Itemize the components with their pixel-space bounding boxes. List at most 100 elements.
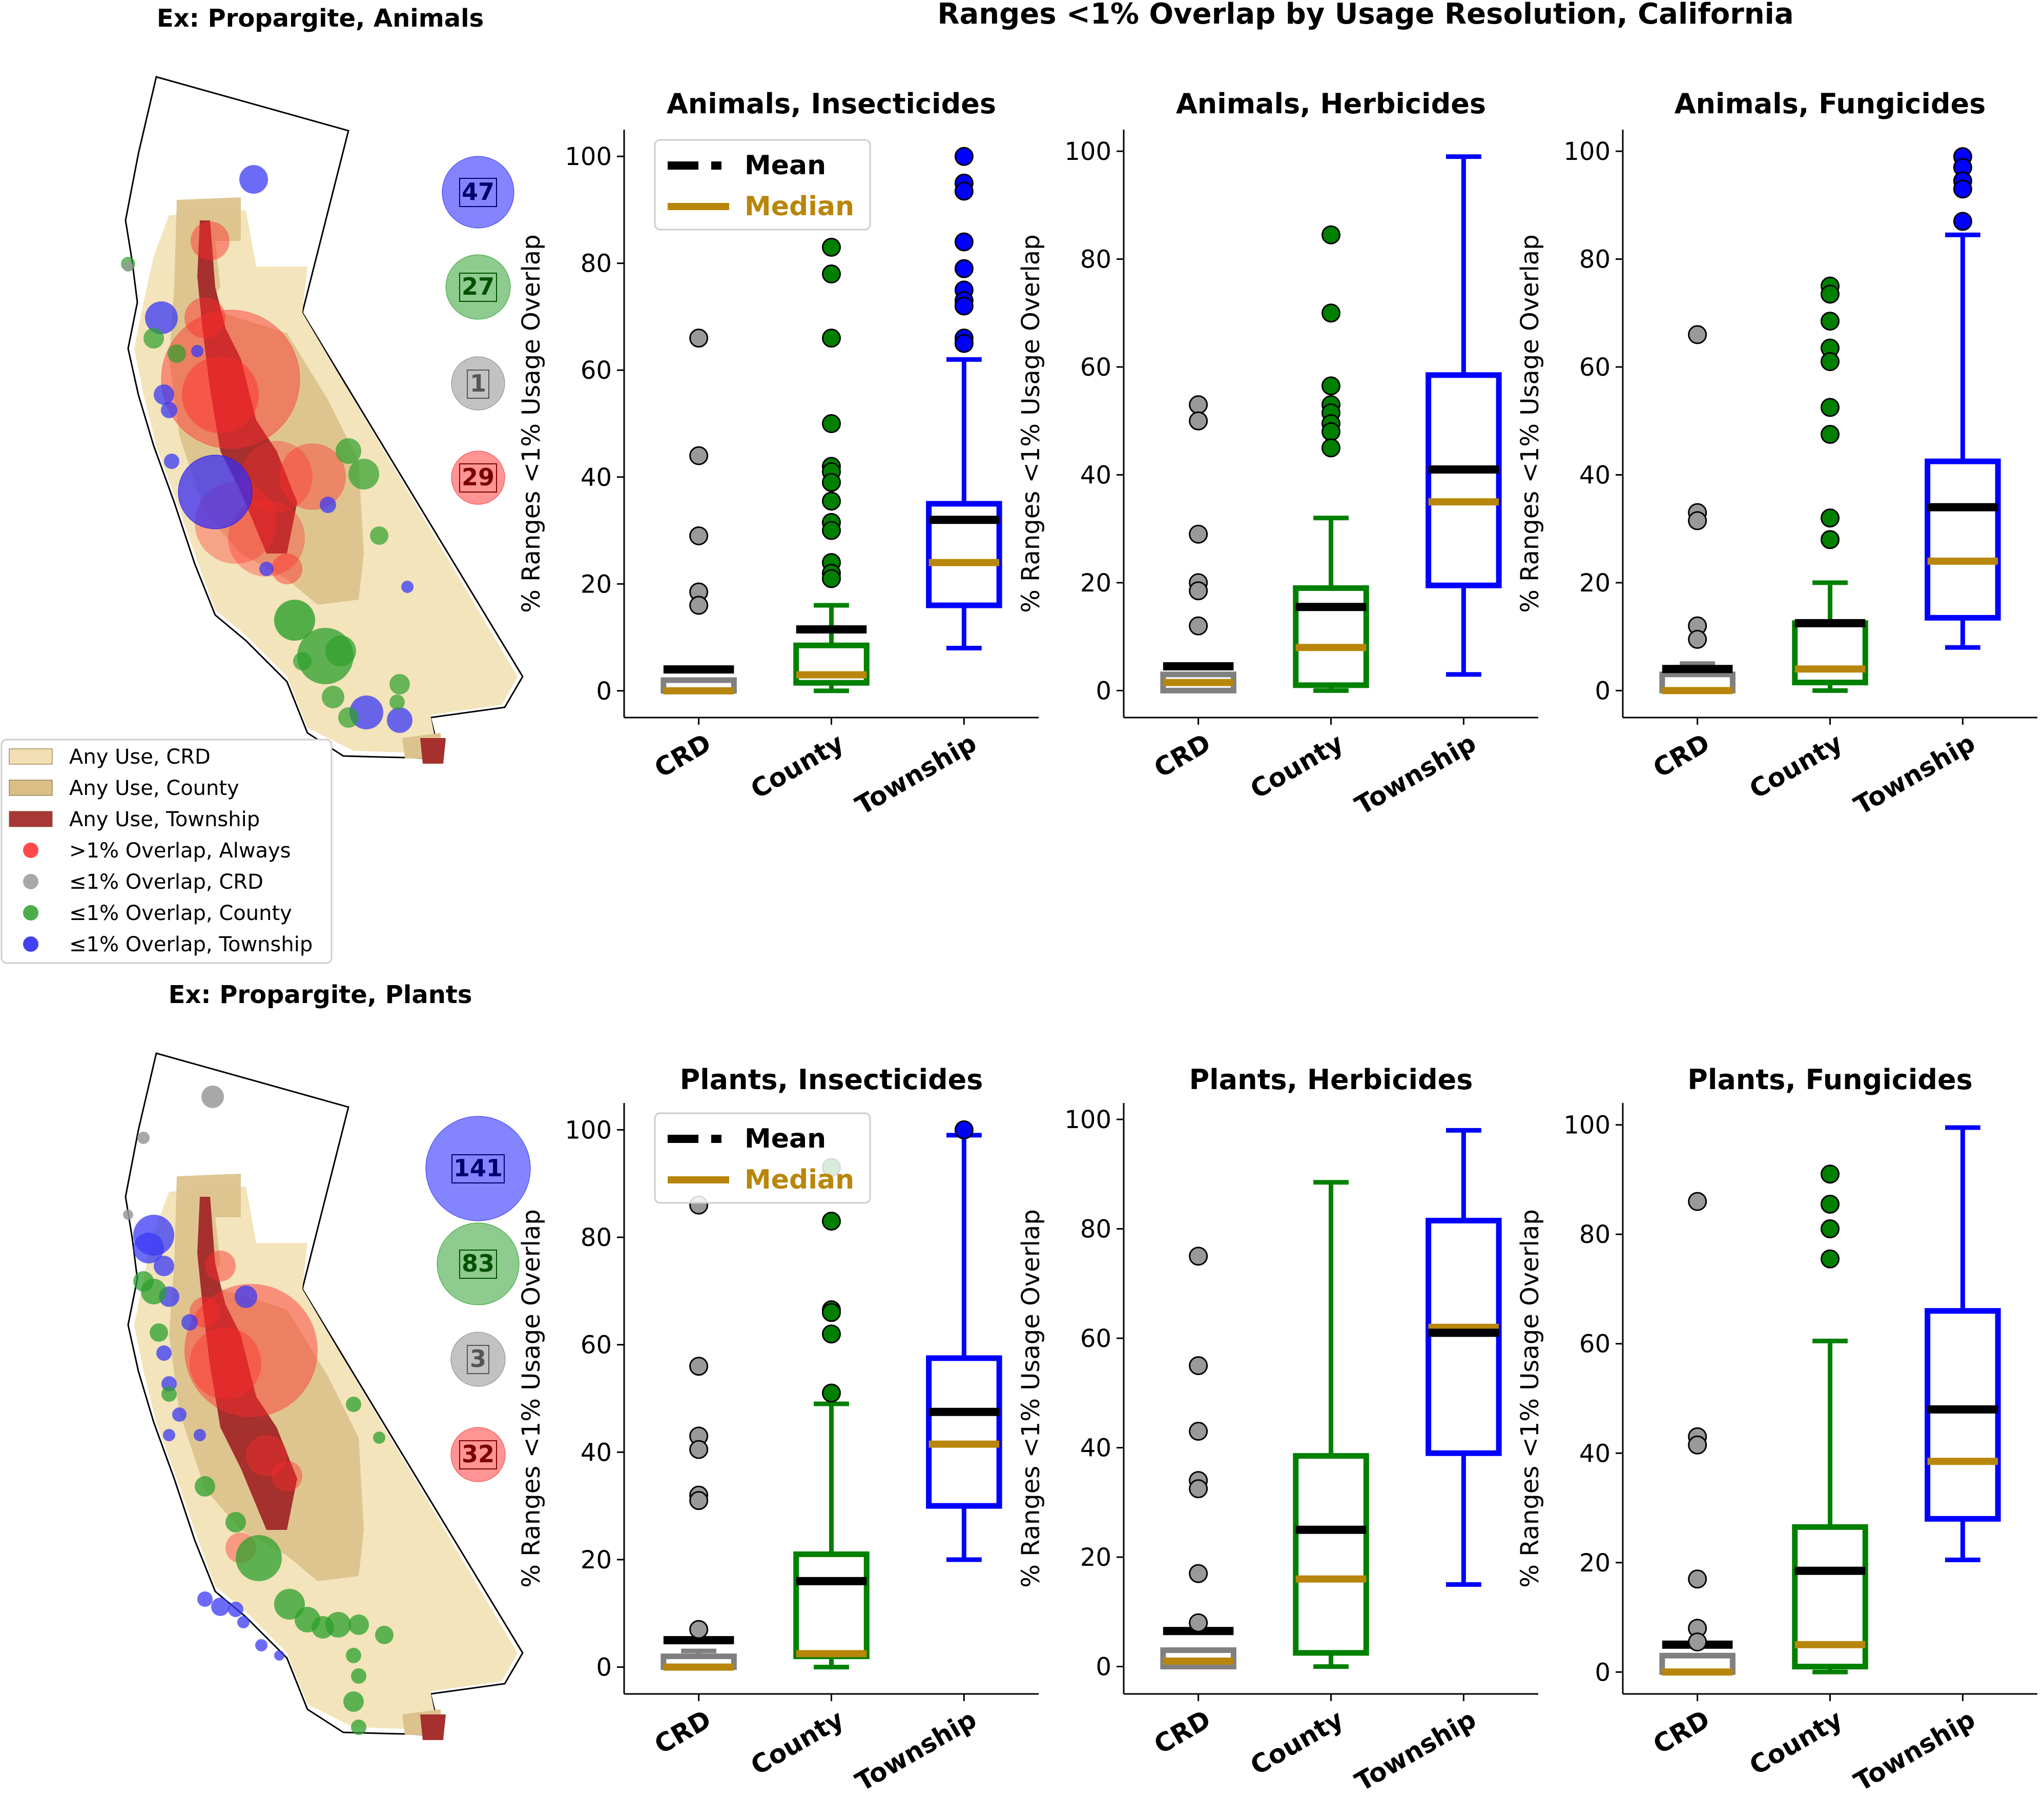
township-usage-region <box>197 220 297 554</box>
box-crd <box>1659 1192 1736 1676</box>
outlier-point <box>1821 1249 1840 1269</box>
y-axis-label: % Ranges <1% Usage Overlap <box>517 234 546 612</box>
box-crd <box>1659 325 1736 694</box>
count-bubbles-animals: 47 27 1 29 <box>442 156 514 505</box>
legend-dot <box>23 874 38 889</box>
box-iqr <box>1293 585 1369 688</box>
legend-dot <box>23 843 38 858</box>
y-tick-label: 100 <box>1563 137 1611 166</box>
boxplot-panels: Animals, Insecticides 0 20 40 60 80 100 % Range… <box>517 88 2037 1797</box>
x-tick-label: County <box>1245 1704 1348 1781</box>
outlier-point <box>689 329 709 348</box>
outlier-point <box>1322 303 1340 323</box>
outlier-point <box>1688 325 1707 344</box>
outlier-point <box>954 181 974 201</box>
outlier-point <box>1189 395 1208 415</box>
map-legend: Any Use, CRD Any Use, County Any Use, Town… <box>1 739 333 964</box>
outlier-point <box>689 446 709 465</box>
outlier-point <box>954 1120 974 1139</box>
x-tick-label: County <box>1245 728 1348 805</box>
y-tick-label: 40 <box>581 1438 612 1467</box>
y-tick-label: 20 <box>1579 1549 1611 1578</box>
box-iqr <box>926 1355 1002 1509</box>
box-iqr <box>1792 620 1868 686</box>
outlier-point <box>1189 1479 1208 1499</box>
box-iqr <box>1925 1308 2001 1522</box>
y-tick-label: 60 <box>1579 353 1611 382</box>
county-usage-region-plants <box>169 1174 364 1581</box>
panel-title: Plants, Insecticides <box>680 1064 983 1096</box>
y-tick-label: 60 <box>1080 353 1111 382</box>
legend-label: ≤1% Overlap, County <box>69 902 292 925</box>
outlier-point <box>1322 438 1340 458</box>
y-tick-label: 20 <box>581 1546 612 1575</box>
boxplot-panel: Animals, Herbicides 0 20 40 60 80 100 % Ranges … <box>1017 88 1538 821</box>
x-tick-label: Township <box>851 1704 982 1797</box>
outlier-point <box>1821 508 1840 528</box>
outlier-point <box>822 492 841 511</box>
y-tick-label: 20 <box>1080 1543 1111 1572</box>
y-tick-label: 60 <box>581 356 612 385</box>
outlier-point <box>822 329 841 348</box>
outlier-point <box>1189 1246 1208 1266</box>
outlier-point <box>822 1383 841 1403</box>
y-tick-label: 80 <box>1080 246 1111 274</box>
outlier-point <box>1821 352 1840 371</box>
boxplot-panel: Animals, Insecticides 0 20 40 60 80 100 % Range… <box>517 88 1039 821</box>
township-usage-region-plants <box>197 1197 297 1530</box>
legend-label: Any Use, Township <box>69 808 260 831</box>
outlier-point <box>1189 1564 1208 1583</box>
outlier-point <box>1688 1632 1707 1652</box>
x-tick-label: County <box>746 728 849 805</box>
box-county <box>1293 1180 1369 1669</box>
outlier-point <box>1821 530 1840 549</box>
x-tick-label: CRD <box>650 728 716 784</box>
y-axis-label: % Ranges <1% Usage Overlap <box>517 1209 546 1587</box>
outlier-point <box>954 232 974 252</box>
boxplot-panel: Animals, Fungicides 0 20 40 60 80 100 % Ranges … <box>1516 88 2037 821</box>
outlier-point <box>1189 616 1208 636</box>
y-axis-label: % Ranges <1% Usage Overlap <box>1516 234 1544 612</box>
y-tick-label: 100 <box>1563 1111 1611 1140</box>
legend-patch <box>9 780 53 796</box>
y-tick-label: 0 <box>1595 677 1611 705</box>
count-county-animals: 27 <box>462 273 494 300</box>
township-usage-region-south-plants <box>420 1714 446 1740</box>
x-tick-label: Township <box>851 728 982 821</box>
outlier-point <box>1688 629 1707 649</box>
y-tick-label: 80 <box>1579 1220 1611 1249</box>
y-tick-label: 60 <box>1579 1330 1611 1359</box>
boxplot-panel: Plants, Fungicides 0 20 40 60 80 100 % Ranges <… <box>1516 1064 2037 1797</box>
legend-median-label: Median <box>745 191 854 222</box>
y-tick-label: 60 <box>581 1331 612 1360</box>
y-tick-label: 80 <box>581 1223 612 1252</box>
box-township <box>1426 1128 1502 1587</box>
x-tick-label: CRD <box>650 1704 716 1760</box>
outlier-point <box>1189 411 1208 431</box>
count-crd-plants: 3 <box>470 1345 486 1373</box>
y-axis-label: % Ranges <1% Usage Overlap <box>1516 1209 1544 1587</box>
count-crd-animals: 1 <box>470 370 486 397</box>
outlier-point <box>1688 1192 1707 1211</box>
y-tick-label: 20 <box>1579 569 1611 598</box>
y-tick-label: 80 <box>1579 246 1611 274</box>
outlier-point <box>954 259 974 278</box>
count-always-animals: 29 <box>462 463 494 491</box>
count-township-animals: 47 <box>462 178 494 206</box>
box-crd <box>1160 1246 1236 1670</box>
outlier-point <box>1821 1164 1840 1184</box>
map-animals: Ex: Propargite, Animals <box>121 4 524 764</box>
outlier-point <box>822 569 841 588</box>
outlier-point <box>1821 1219 1840 1239</box>
outlier-point <box>1953 179 1972 199</box>
overlap-points-animals <box>121 165 414 733</box>
count-township-plants: 141 <box>453 1154 503 1182</box>
outlier-point <box>689 1357 709 1376</box>
outlier-point <box>689 596 709 615</box>
box-iqr <box>926 501 1002 608</box>
y-axis-label: % Ranges <1% Usage Overlap <box>1017 1209 1045 1587</box>
x-tick-label: County <box>1744 728 1847 805</box>
panel-title: Plants, Fungicides <box>1687 1064 1972 1096</box>
box-iqr <box>1426 372 1502 588</box>
